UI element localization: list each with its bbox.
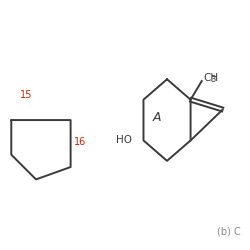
- Text: 16: 16: [74, 137, 87, 147]
- Text: A: A: [153, 111, 162, 124]
- Text: 3: 3: [210, 75, 215, 84]
- Text: (b) C: (b) C: [218, 226, 241, 236]
- Text: CH: CH: [203, 73, 218, 83]
- Text: 15: 15: [20, 90, 32, 100]
- Text: HO: HO: [116, 136, 132, 145]
